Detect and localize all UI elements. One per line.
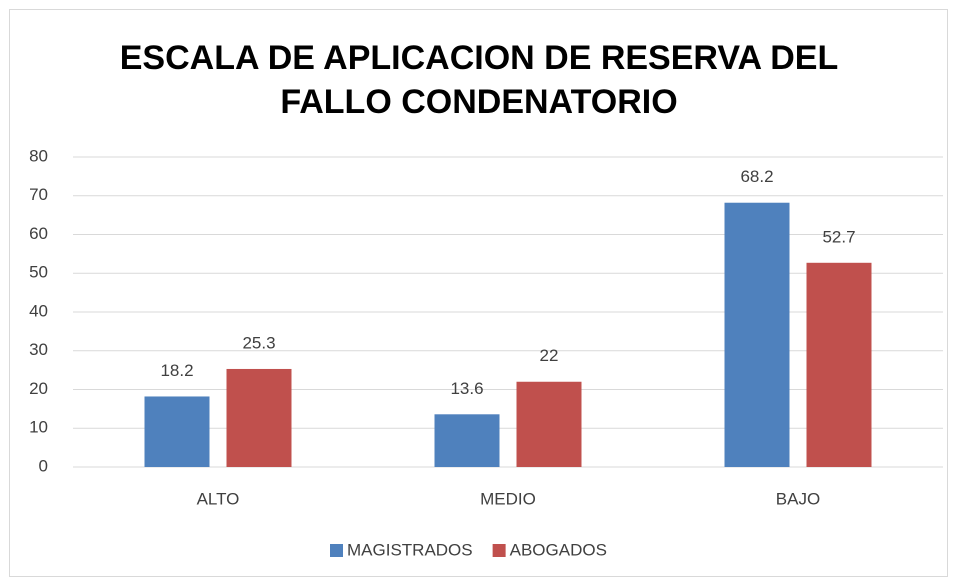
legend-swatch xyxy=(330,544,343,557)
data-label: 18.2 xyxy=(160,361,193,380)
y-tick-label: 50 xyxy=(29,263,48,282)
y-tick-label: 30 xyxy=(29,340,48,359)
y-tick-label: 20 xyxy=(29,379,48,398)
bar xyxy=(806,262,872,467)
x-tick-label: MEDIO xyxy=(480,489,536,508)
y-tick-label: 0 xyxy=(39,456,48,475)
legend-label: MAGISTRADOS xyxy=(347,540,473,559)
y-tick-label: 80 xyxy=(29,146,48,165)
bar xyxy=(434,414,500,467)
bar xyxy=(226,368,292,467)
chart-title: ESCALA DE APLICACION DE RESERVA DEL FALL… xyxy=(119,39,839,121)
data-label: 25.3 xyxy=(242,333,275,352)
x-tick-label: ALTO xyxy=(197,489,240,508)
bar xyxy=(516,381,582,467)
x-tick-label: BAJO xyxy=(776,489,820,508)
chart-border xyxy=(9,9,948,577)
legend-swatch xyxy=(492,544,506,557)
y-tick-label: 60 xyxy=(29,224,48,243)
legend-label: ABOGADOS xyxy=(510,540,607,559)
data-label: 68.2 xyxy=(740,167,773,186)
bar xyxy=(144,396,210,467)
data-label: 52.7 xyxy=(822,227,855,246)
y-tick-label: 10 xyxy=(29,418,48,437)
bar xyxy=(724,202,790,467)
data-label: 22 xyxy=(540,346,559,365)
data-label: 13.6 xyxy=(450,379,483,398)
y-tick-label: 40 xyxy=(29,301,48,320)
y-tick-label: 70 xyxy=(29,185,48,204)
